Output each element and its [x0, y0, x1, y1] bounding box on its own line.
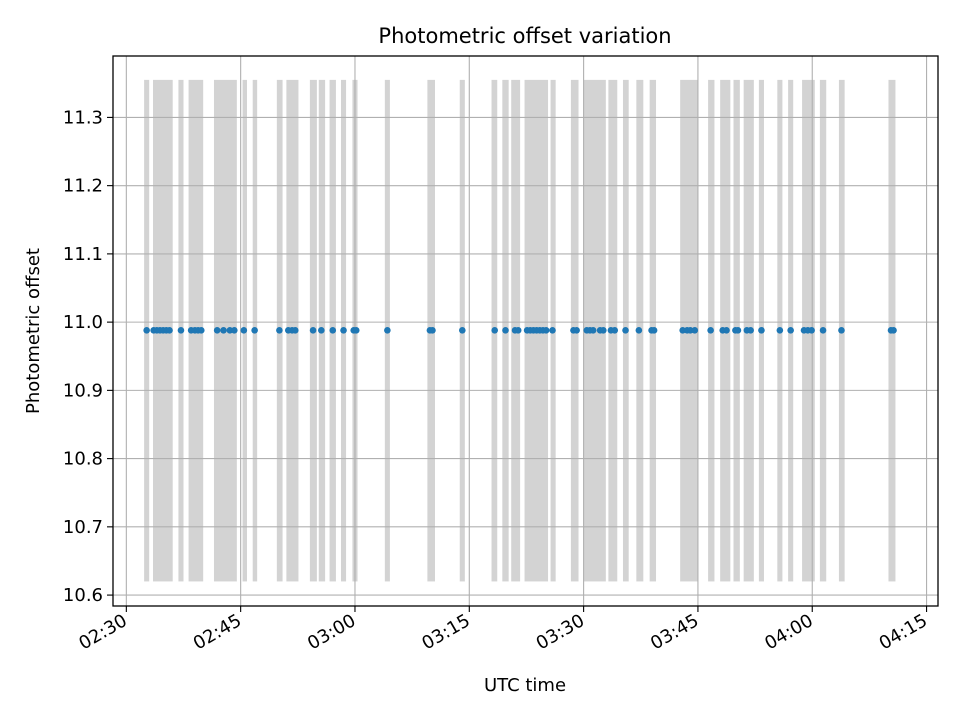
data-point: [502, 327, 509, 334]
data-point: [240, 327, 248, 334]
data-point: [318, 327, 325, 334]
data-point: [429, 327, 436, 334]
data-point: [220, 327, 227, 334]
data-point: [340, 327, 347, 334]
data-point: [707, 327, 714, 334]
data-point: [177, 327, 185, 334]
plot-frame: [112, 55, 939, 607]
data-point: [459, 327, 466, 334]
data-point: [542, 327, 550, 334]
data-point: [384, 327, 391, 334]
data-point: [491, 327, 498, 334]
data-point: [213, 327, 221, 334]
data-point: [787, 327, 794, 334]
y-tick-label: 11.0: [63, 312, 103, 333]
data-point: [776, 327, 784, 334]
data-point: [352, 327, 360, 334]
x-axis-label: UTC time: [484, 675, 566, 696]
data-points: [143, 327, 897, 334]
data-point: [650, 327, 658, 334]
data-point: [514, 327, 522, 334]
y-tick-label: 11.1: [63, 244, 103, 265]
y-tick-label: 10.9: [63, 380, 103, 401]
data-point: [838, 327, 845, 334]
data-point: [573, 327, 580, 334]
data-point: [276, 327, 283, 334]
data-point: [635, 327, 643, 334]
data-point: [231, 327, 238, 334]
data-point: [808, 327, 815, 334]
y-axis-label: Photometric offset: [23, 248, 44, 414]
data-point: [611, 327, 619, 334]
data-point: [291, 327, 299, 334]
data-point: [819, 327, 827, 334]
y-tick-label: 11.2: [63, 176, 103, 197]
data-point: [589, 327, 597, 334]
y-axis-ticks: 10.6 10.7 10.8 10.9 11.0 11.1 11.2 11.3: [63, 107, 113, 606]
data-point: [143, 327, 150, 334]
data-point: [622, 327, 629, 334]
data-point: [758, 327, 765, 334]
data-point: [329, 327, 337, 334]
data-point: [549, 327, 556, 334]
data-point: [600, 327, 607, 334]
data-point: [251, 327, 258, 334]
data-point: [890, 327, 897, 334]
data-point: [166, 327, 173, 334]
data-point: [691, 327, 699, 334]
data-point: [734, 327, 742, 334]
data-point: [197, 327, 205, 334]
data-point: [723, 327, 730, 334]
y-tick-label: 10.7: [63, 517, 103, 538]
chart-title: Photometric offset variation: [378, 24, 671, 48]
y-tick-label: 10.8: [63, 449, 103, 470]
data-point: [747, 327, 754, 334]
y-tick-label: 11.3: [63, 107, 103, 128]
data-point: [309, 327, 317, 334]
y-tick-label: 10.6: [63, 585, 103, 606]
